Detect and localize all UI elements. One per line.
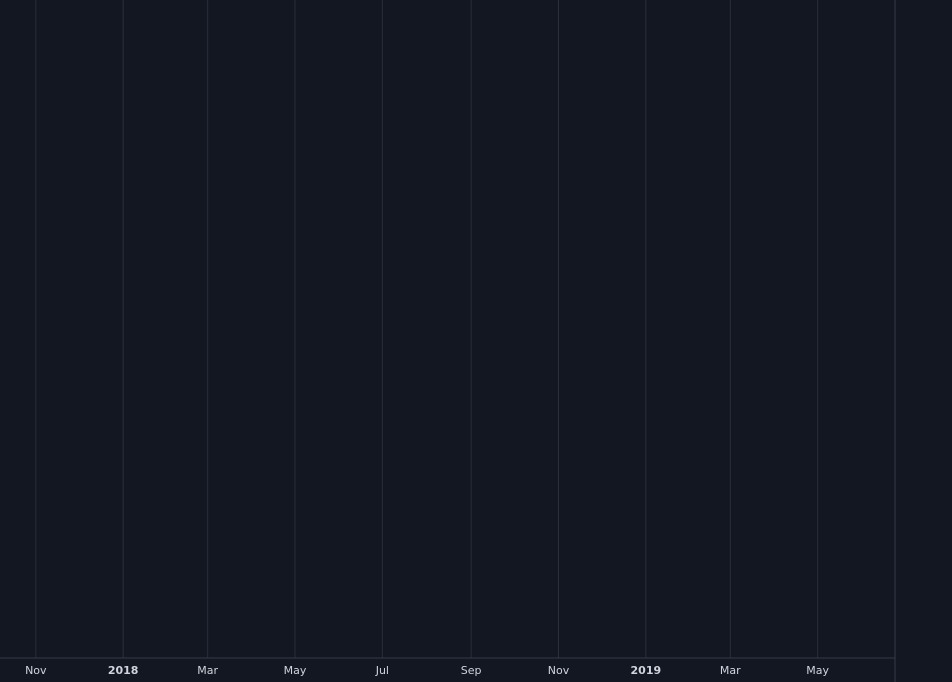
time-tick-label: Nov <box>548 664 570 677</box>
time-axis[interactable]: Nov 2018 Mar May Jul Sep Nov 2019 Mar May <box>25 664 829 677</box>
time-tick-label: Jul <box>375 664 389 677</box>
time-tick-label: 2019 <box>631 664 662 677</box>
time-tick-label: May <box>806 664 829 677</box>
time-tick-label: Sep <box>461 664 482 677</box>
grid-lines <box>35 0 819 658</box>
time-tick-label: Nov <box>25 664 47 677</box>
time-tick-label: Mar <box>720 664 741 677</box>
time-tick-label: 2018 <box>108 664 139 677</box>
price-axis-background <box>895 0 952 682</box>
time-tick-label: Mar <box>197 664 218 677</box>
time-tick-label: May <box>284 664 307 677</box>
